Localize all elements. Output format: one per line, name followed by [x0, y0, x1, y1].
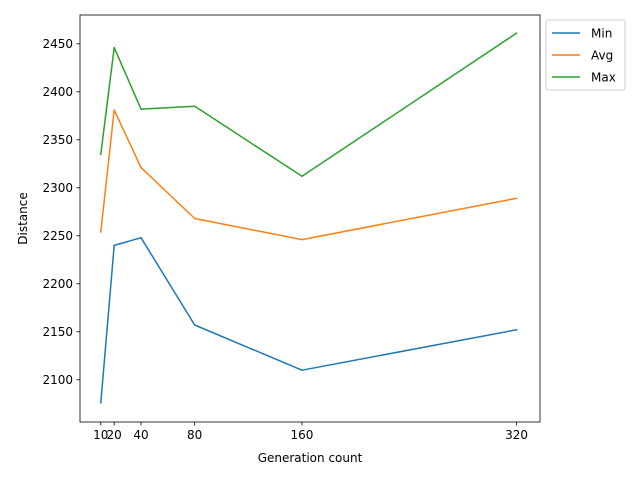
data-point-avg [301, 238, 303, 241]
legend-label-max: Max [591, 70, 616, 84]
x-tick-label: 320 [505, 428, 528, 442]
x-tick-label: 20 [107, 428, 122, 442]
x-tick-label: 80 [187, 428, 202, 442]
data-point-max [301, 175, 303, 178]
legend: Min Avg Max [545, 19, 626, 91]
plot-frame [79, 14, 541, 423]
y-tick-label: 2250 [42, 229, 73, 243]
data-point-avg [100, 231, 102, 233]
plot-area [80, 15, 540, 422]
y-axis-label: Distance [16, 192, 30, 244]
data-point-min [301, 369, 303, 371]
data-point-min [100, 402, 102, 404]
y-axis: 2100 2150 2200 2250 2300 2350 2400 2450 [42, 37, 80, 387]
data-point-avg [140, 166, 142, 169]
x-tick-label: 160 [291, 428, 314, 442]
legend-label-min: Min [591, 26, 612, 40]
data-point-max [100, 153, 102, 155]
series-line-min [99, 236, 518, 404]
y-tick-label: 2450 [42, 37, 73, 51]
data-point-avg [515, 197, 518, 200]
series-line-max [99, 32, 518, 178]
y-tick-label: 2150 [42, 325, 73, 339]
data-point-min [113, 244, 115, 247]
legend-label-avg: Avg [591, 48, 613, 62]
y-tick-label: 2200 [42, 277, 73, 291]
data-point-max [193, 105, 196, 107]
legend-box [545, 19, 626, 91]
data-point-min [140, 236, 142, 239]
x-tick-label: 40 [133, 428, 148, 442]
y-tick-label: 2350 [42, 133, 73, 147]
series-line-avg [99, 109, 518, 241]
data-point-max [515, 32, 518, 34]
x-axis-label: Generation count [258, 451, 363, 465]
data-point-max [113, 46, 115, 49]
data-point-max [140, 108, 142, 110]
data-point-avg [113, 109, 115, 111]
x-tick-label: 10 [93, 428, 108, 442]
y-tick-label: 2400 [42, 85, 73, 99]
data-point-min [515, 329, 518, 331]
data-point-min [193, 324, 196, 326]
series-layer [99, 32, 518, 404]
data-point-avg [193, 217, 196, 220]
y-tick-label: 2100 [42, 373, 73, 387]
y-tick-label: 2300 [42, 181, 73, 195]
